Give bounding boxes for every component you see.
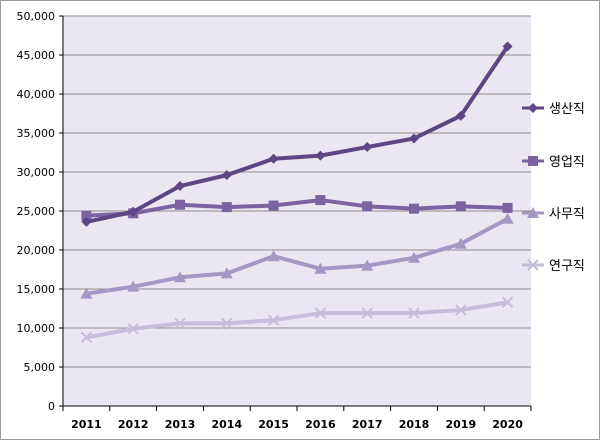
data-point: [221, 170, 232, 181]
data-point: [362, 201, 373, 212]
x-marker-stroke: [314, 307, 327, 319]
data-point: [220, 267, 233, 279]
x-marker-stroke: [501, 296, 514, 308]
x-marker-stroke: [221, 317, 233, 330]
y-tick-label: 5,000: [24, 361, 56, 374]
series-line: [86, 217, 509, 296]
series-4: [80, 296, 514, 344]
data-point: [409, 133, 419, 144]
data-point: [81, 216, 92, 227]
x-tick-label: 2014: [211, 418, 242, 431]
y-tick-label: 45,000: [17, 49, 56, 62]
data-point: [501, 212, 514, 224]
data-point: [174, 271, 186, 283]
series-line: [86, 198, 508, 218]
x-tick-label: 2017: [352, 418, 383, 431]
data-point: [361, 307, 373, 319]
x-marker-stroke: [127, 323, 139, 335]
data-point: [127, 323, 139, 335]
data-point: [267, 250, 280, 262]
legend-label: 영업직: [549, 155, 585, 170]
x-tick-label: 2013: [165, 418, 196, 431]
legend-label: 사무직: [549, 207, 585, 222]
data-point: [502, 41, 513, 52]
data-point: [221, 317, 233, 330]
data-point: [314, 262, 327, 274]
data-point: [174, 317, 186, 330]
x-tick-label: 2020: [492, 418, 523, 431]
data-point: [81, 210, 92, 221]
data-point: [314, 307, 327, 319]
y-tick-label: 40,000: [17, 88, 56, 101]
data-point: [455, 201, 466, 212]
x-marker-stroke: [267, 314, 280, 326]
legend-item-3: 사무직: [522, 207, 585, 222]
data-point: [80, 331, 93, 344]
x-marker-stroke: [455, 304, 467, 316]
data-point: [361, 259, 374, 271]
legend-marker: [528, 103, 538, 113]
data-point: [175, 181, 185, 192]
data-point: [267, 314, 280, 326]
data-point: [175, 199, 185, 210]
legend-item-4: 연구직: [522, 259, 585, 274]
data-point: [408, 307, 420, 319]
y-tick-label: 0: [48, 400, 55, 413]
y-tick-label: 35,000: [17, 127, 56, 140]
x-tick-label: 2011: [71, 418, 102, 431]
data-point: [501, 296, 514, 308]
y-tick-label: 25,000: [17, 205, 56, 218]
data-point: [362, 142, 373, 153]
series-line: [85, 45, 510, 224]
data-point: [455, 304, 467, 316]
x-marker-stroke: [80, 331, 93, 344]
x-tick-label: 2016: [305, 418, 336, 431]
data-point: [408, 251, 420, 263]
series-3: [80, 212, 514, 299]
data-point: [80, 287, 93, 299]
y-tick-label: 30,000: [17, 166, 56, 179]
x-marker-stroke: [174, 317, 186, 330]
data-point: [409, 203, 419, 214]
data-point: [128, 206, 139, 217]
legend-item-2: 영업직: [522, 155, 585, 170]
legend-label: 연구직: [549, 259, 585, 274]
data-point: [502, 202, 513, 213]
x-tick-label: 2019: [445, 418, 476, 431]
y-tick-label: 20,000: [17, 244, 56, 257]
data-point: [455, 110, 466, 121]
legend-item-1: 생산직: [522, 102, 585, 117]
x-tick-label: 2015: [258, 418, 289, 431]
x-marker-stroke: [408, 307, 420, 319]
data-point: [268, 200, 279, 211]
legend-marker: [527, 207, 539, 218]
data-point: [454, 237, 467, 249]
data-point: [315, 150, 326, 161]
data-point: [221, 202, 232, 213]
series-1: [81, 41, 513, 227]
data-point: [315, 195, 326, 206]
data-point: [127, 280, 140, 292]
y-tick-label: 10,000: [17, 322, 56, 335]
series-2: [81, 195, 513, 221]
x-tick-label: 2012: [118, 418, 149, 431]
series-line: [86, 300, 508, 340]
x-tick-label: 2018: [399, 418, 430, 431]
legend-marker: [527, 259, 539, 271]
x-marker-stroke: [527, 259, 539, 271]
data-point: [268, 153, 279, 164]
y-tick-label: 15,000: [17, 283, 56, 296]
legend-marker: [528, 156, 538, 166]
x-marker-stroke: [361, 307, 373, 319]
y-tick-label: 50,000: [17, 10, 56, 23]
legend-label: 생산직: [549, 102, 585, 117]
